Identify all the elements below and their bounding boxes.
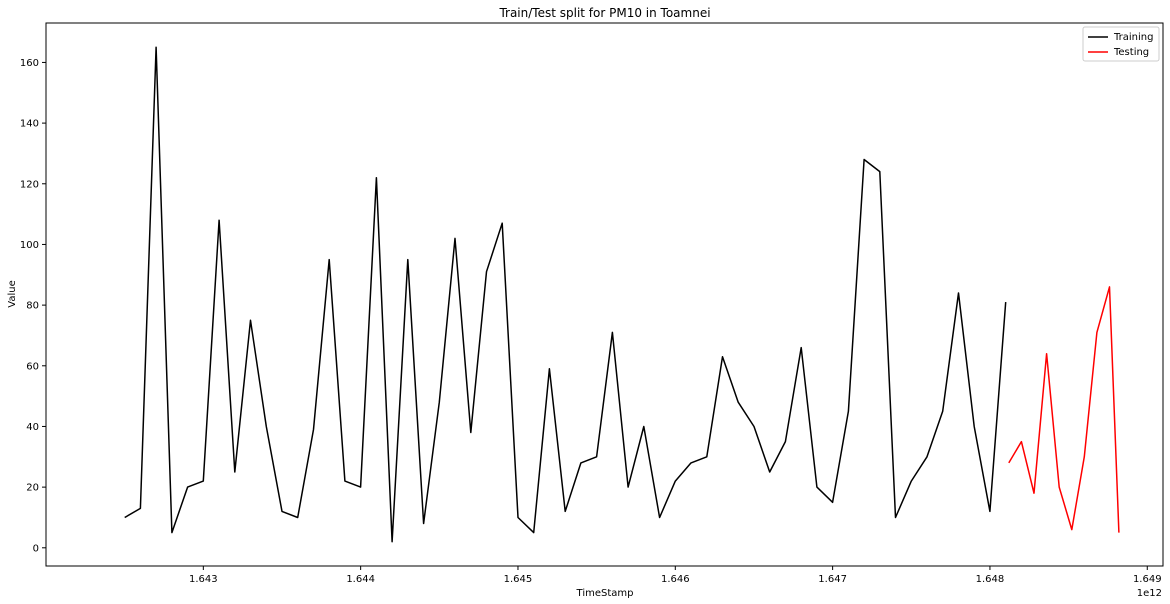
y-tick-label: 120: [20, 179, 39, 190]
plot-frame: [45, 22, 1164, 567]
legend-testing-label: Testing: [1113, 47, 1149, 58]
x-tick-label: 1.646: [661, 574, 690, 585]
x-tick-label: 1.643: [189, 574, 218, 585]
x-tick-label: 1.644: [346, 574, 375, 585]
y-tick-label: 20: [26, 483, 39, 494]
y-axis-ticks: 0 20 40 60 80 100 120 140 160: [20, 58, 46, 554]
y-tick-label: 0: [33, 543, 39, 554]
x-axis-title: TimeStamp: [576, 588, 634, 599]
x-tick-label: 1.647: [818, 574, 847, 585]
plot-lines: [124, 46, 1120, 543]
y-tick-label: 80: [26, 301, 39, 312]
y-tick-label: 140: [20, 119, 39, 130]
legend-training-label: Training: [1113, 32, 1153, 43]
series-line-testing: [1008, 286, 1120, 533]
y-tick-label: 160: [20, 58, 39, 69]
x-tick-label: 1.649: [1133, 574, 1162, 585]
x-tick-label: 1.645: [504, 574, 533, 585]
y-tick-label: 60: [26, 361, 39, 372]
x-axis-ticks: 1.643 1.644 1.645 1.646 1.647 1.648 1.649: [189, 566, 1162, 585]
y-tick-label: 100: [20, 240, 39, 251]
y-tick-label: 40: [26, 422, 39, 433]
legend: Training Testing: [1082, 26, 1160, 62]
x-axis-offset-label: 1e12: [1137, 588, 1162, 599]
series-line-training: [124, 46, 1007, 543]
x-tick-label: 1.648: [976, 574, 1005, 585]
chart-title: Train/Test split for PM10 in Toamnei: [498, 6, 710, 20]
y-axis-title: Value: [7, 280, 18, 307]
